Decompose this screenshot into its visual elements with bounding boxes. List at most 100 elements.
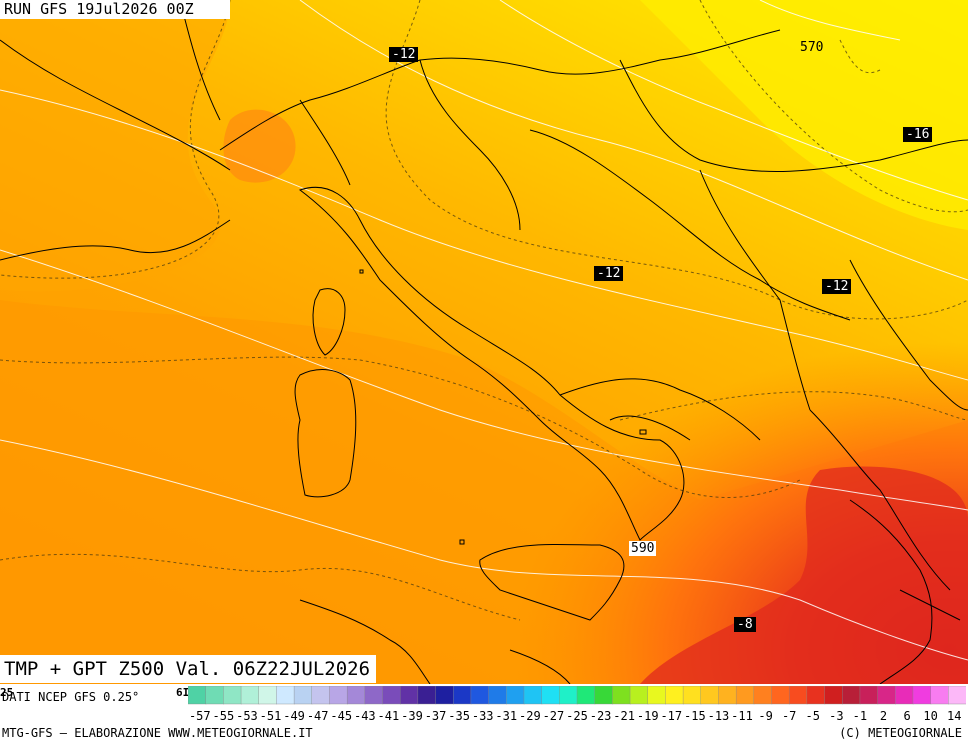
africa-coastline xyxy=(299,599,431,684)
colorbar-tick-label: -31 xyxy=(495,709,517,723)
colorbar-swatch xyxy=(559,686,578,705)
colorbar-tick-label: 10 xyxy=(923,709,937,723)
colorbar-swatch xyxy=(930,686,950,705)
colorbar-tick-label: -27 xyxy=(543,709,565,723)
colorbar-swatch xyxy=(612,686,631,705)
colorbar-tick-label: -33 xyxy=(472,709,494,723)
data-source: DATI NCEP GFS 0.25° xyxy=(2,690,140,704)
greece-coastline xyxy=(849,499,933,684)
colorbar: -57 -55 -53 -51 -49 -47 -45 -43 -41 -39 -37 -35 -33-… xyxy=(188,686,966,723)
colorbar-swatch xyxy=(382,686,401,705)
colorbar-swatch xyxy=(541,686,561,705)
valid-title: TMP + GPT Z500 Val. 06Z22JUL2026 xyxy=(0,655,377,683)
colorbar-swatch xyxy=(329,686,348,705)
temp-label: -12 xyxy=(389,47,419,62)
colorbar-tick-label: -23 xyxy=(590,709,612,723)
isotherms xyxy=(0,0,968,621)
sardinia-coastline xyxy=(294,369,357,498)
colorbar-swatch xyxy=(700,686,720,705)
colorbar-swatch xyxy=(276,686,295,705)
colorbar-tick-label: -1 xyxy=(853,709,867,723)
colorbar-tick-label: -57 xyxy=(189,709,211,723)
colorbar-tick-label: -9 xyxy=(758,709,772,723)
colorbar-swatch xyxy=(223,686,242,705)
colorbar-edge-left: 25 xyxy=(0,686,14,699)
north-borders xyxy=(219,29,781,151)
colorbar-swatch xyxy=(470,686,490,705)
colorbar-tick-label: -47 xyxy=(307,709,329,723)
colorbar-tick-label: -45 xyxy=(330,709,352,723)
colorbar-tick-label: -49 xyxy=(283,709,305,723)
colorbar-swatch xyxy=(523,686,543,705)
colorbar-swatch xyxy=(842,686,861,705)
colorbar-tick-label: -21 xyxy=(613,709,635,723)
temp-area-northeast xyxy=(640,0,968,230)
colorbar-swatch xyxy=(399,686,419,705)
colorbar-swatch xyxy=(753,686,773,705)
colorbar-swatch xyxy=(311,686,331,705)
colorbar-swatch xyxy=(417,686,437,705)
colorbar-tick-label: -7 xyxy=(782,709,796,723)
geopotential-isolines xyxy=(0,0,968,660)
temp-label: -12 xyxy=(594,266,624,281)
colorbar-swatch xyxy=(346,686,366,705)
colorbar-tick-label: -17 xyxy=(660,709,682,723)
colorbar-swatch xyxy=(824,686,843,705)
colorbar-edge-right: 6I xyxy=(176,686,190,699)
colorbar-tick-label: -39 xyxy=(401,709,423,723)
colorbar-swatch xyxy=(788,686,808,705)
colorbar-tick-label: -3 xyxy=(829,709,843,723)
footer-copyright: (C) METEOGIORNALE xyxy=(839,726,962,740)
colorbar-swatch xyxy=(240,686,260,705)
footer-credits: MTG-GFS – ELABORAZIONE WWW.METEOGIORNALE… xyxy=(2,726,313,740)
colorbar-swatch xyxy=(859,686,879,705)
temp-label: -8 xyxy=(734,617,756,632)
colorbar-swatch xyxy=(364,686,384,705)
colorbar-swatch xyxy=(718,686,737,705)
colorbar-swatch xyxy=(293,686,313,705)
colorbar-swatch xyxy=(682,686,702,705)
colorbar-tick-label: -13 xyxy=(708,709,730,723)
colorbar-tick-label: -29 xyxy=(519,709,541,723)
colorbar-tick-label: 14 xyxy=(947,709,961,723)
colorbar-swatch xyxy=(453,686,472,705)
colorbar-swatch xyxy=(771,686,790,705)
colorbar-tick-label: -55 xyxy=(213,709,235,723)
colorbar-swatch xyxy=(806,686,826,705)
sicily-coastline xyxy=(479,543,625,621)
colorbar-tick-label: -15 xyxy=(684,709,706,723)
colorbar-swatch xyxy=(506,686,525,705)
colorbar-tick-label: -37 xyxy=(425,709,447,723)
temp-label: -12 xyxy=(822,279,852,294)
colorbar-tick-label: -5 xyxy=(806,709,820,723)
colorbar-swatch xyxy=(735,686,755,705)
colorbar-tick-label: -53 xyxy=(236,709,258,723)
colorbar-swatch xyxy=(877,686,896,705)
colorbar-swatch xyxy=(435,686,454,705)
colorbar-tick-label: -25 xyxy=(566,709,588,723)
colorbar-tick-label: 6 xyxy=(903,709,910,723)
colorbar-swatch xyxy=(647,686,667,705)
colorbar-swatch xyxy=(205,686,225,705)
gpt-label: 590 xyxy=(629,541,657,556)
colorbar-tick-label: -19 xyxy=(637,709,659,723)
temp-label: -16 xyxy=(903,127,933,142)
colorbar-swatch xyxy=(258,686,278,705)
colorbar-swatch xyxy=(629,686,649,705)
colorbar-tick-label: 2 xyxy=(880,709,887,723)
colorbar-swatch xyxy=(594,686,614,705)
coastlines-borders xyxy=(0,0,968,684)
gpt-label: 570 xyxy=(800,40,824,55)
temperature-map xyxy=(0,0,968,684)
colorbar-tick-label: -35 xyxy=(448,709,470,723)
colorbar-tick-label: -51 xyxy=(260,709,282,723)
colorbar-swatch xyxy=(576,686,596,705)
colorbar-swatch xyxy=(948,686,966,705)
colorbar-tick-label: -11 xyxy=(731,709,753,723)
colorbar-swatch xyxy=(912,686,932,705)
colorbar-swatch xyxy=(488,686,507,705)
colorbar-tick-label: -41 xyxy=(378,709,400,723)
corsica-coastline xyxy=(312,288,346,356)
run-title: RUN GFS 19Jul2026 00Z xyxy=(0,0,230,19)
colorbar-swatch xyxy=(895,686,914,705)
